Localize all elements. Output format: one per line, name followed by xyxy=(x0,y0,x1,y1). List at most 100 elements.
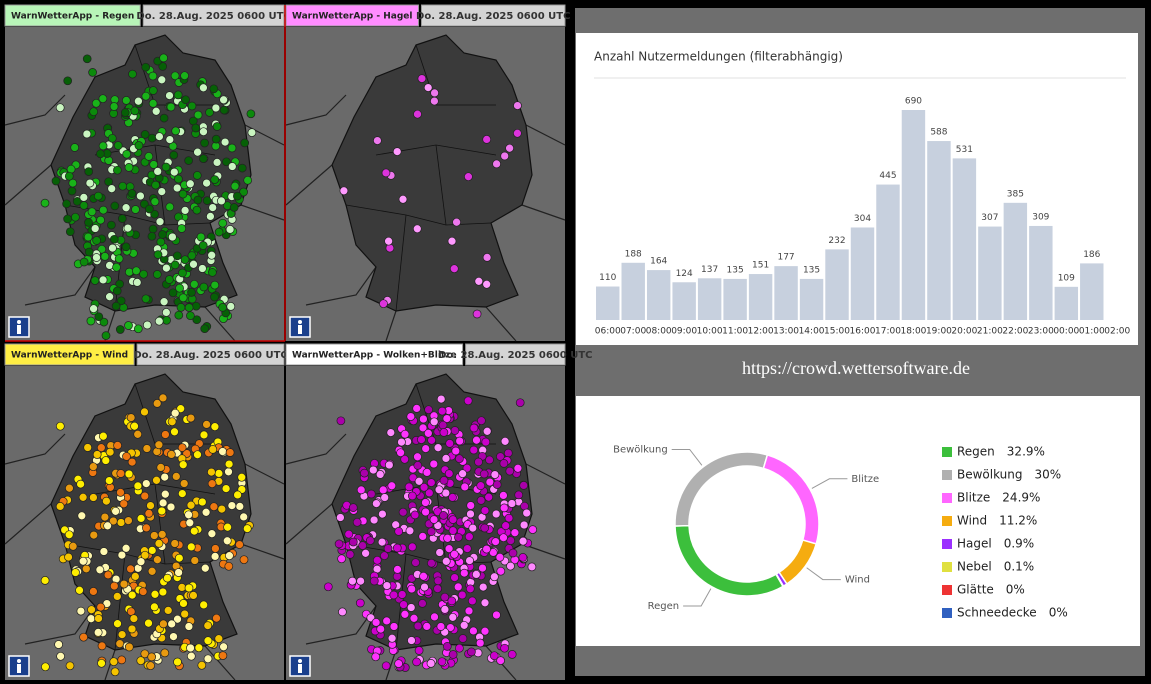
report-dot xyxy=(192,171,202,180)
report-dot xyxy=(130,421,139,431)
report-dot xyxy=(171,126,181,136)
neighbor-borders xyxy=(285,94,566,342)
report-dot xyxy=(449,264,459,274)
report-dot xyxy=(133,324,143,334)
report-dot xyxy=(90,224,100,233)
report-dot xyxy=(121,543,131,553)
bar xyxy=(1054,286,1079,320)
report-dot xyxy=(348,537,358,547)
report-dot xyxy=(464,532,474,542)
report-dot xyxy=(70,143,80,152)
report-dot xyxy=(467,596,477,606)
report-dot xyxy=(474,457,483,467)
report-dot xyxy=(418,599,427,608)
bar-value-label: 690 xyxy=(905,97,922,107)
report-dot xyxy=(482,253,492,262)
map-panel: WarnWetterApp - Hagel Do. 28.Aug. 2025 06… xyxy=(285,4,570,342)
report-dot xyxy=(119,499,129,509)
report-dot xyxy=(180,206,190,215)
x-tick-label: 14:00 xyxy=(799,327,825,337)
bar-value-label: 164 xyxy=(650,257,667,267)
report-dot xyxy=(417,435,426,444)
report-dot xyxy=(413,461,423,470)
report-dot xyxy=(94,614,103,623)
report-dot xyxy=(141,479,151,488)
report-dot xyxy=(193,110,203,120)
report-dot xyxy=(84,247,94,257)
report-dot xyxy=(214,227,224,237)
report-dot xyxy=(98,431,108,441)
pie-card xyxy=(576,396,1140,646)
report-dot xyxy=(100,252,110,261)
report-dot xyxy=(151,180,160,190)
report-dot xyxy=(118,181,128,191)
report-dot xyxy=(336,513,345,522)
report-dot xyxy=(129,614,139,623)
bar-value-label: 109 xyxy=(1058,273,1075,283)
report-dot xyxy=(41,662,50,672)
report-dot xyxy=(174,174,183,184)
bar xyxy=(978,226,1002,320)
report-dot xyxy=(223,522,232,532)
report-dot xyxy=(406,412,416,421)
report-dot xyxy=(447,236,457,246)
report-dot xyxy=(383,544,393,553)
x-tick-label: 16:00 xyxy=(850,327,876,337)
report-dot xyxy=(193,195,203,205)
report-dot xyxy=(240,138,250,148)
report-dot xyxy=(174,568,183,577)
report-dot xyxy=(108,516,118,526)
report-dot xyxy=(441,454,451,463)
report-dot xyxy=(434,485,444,495)
x-tick-label: 13:00 xyxy=(773,327,799,337)
report-dot xyxy=(384,236,393,246)
report-dot xyxy=(167,619,177,629)
report-dot xyxy=(506,561,515,571)
report-dot xyxy=(410,510,420,520)
report-dot xyxy=(492,480,502,489)
report-dot xyxy=(98,275,108,285)
bar-value-label: 588 xyxy=(930,128,947,138)
report-dot xyxy=(103,521,112,531)
report-dot xyxy=(177,443,187,452)
report-dot xyxy=(454,532,463,542)
report-dot xyxy=(499,491,508,500)
report-dot xyxy=(422,622,432,631)
report-dot xyxy=(469,423,479,433)
report-dot xyxy=(205,108,214,117)
report-dot xyxy=(499,503,509,513)
report-dot xyxy=(472,309,482,319)
report-dot xyxy=(230,181,240,191)
report-dot xyxy=(165,91,174,100)
report-dot xyxy=(423,428,433,438)
bar xyxy=(723,278,747,320)
report-dot xyxy=(179,599,188,608)
report-dot xyxy=(427,558,436,568)
report-dot xyxy=(478,563,487,573)
report-dot xyxy=(475,638,485,648)
slice-label: Wind xyxy=(845,575,870,586)
report-dot xyxy=(82,54,92,64)
report-dot xyxy=(100,512,110,522)
report-dot xyxy=(140,491,150,501)
report-dot xyxy=(123,223,133,233)
report-dot xyxy=(500,436,510,446)
bar xyxy=(646,270,671,320)
report-dot xyxy=(397,437,406,447)
neighbor-borders xyxy=(4,94,285,342)
report-dot xyxy=(514,490,524,500)
report-dot xyxy=(140,130,150,139)
report-dot xyxy=(78,492,88,502)
map-date: Do. 28.Aug. 2025 0600 UTC xyxy=(438,350,592,361)
report-dot xyxy=(147,231,157,241)
report-dot xyxy=(405,526,415,536)
report-dot xyxy=(108,243,117,253)
report-dot xyxy=(165,135,175,144)
report-dot xyxy=(528,525,538,534)
report-dot xyxy=(372,555,382,565)
report-dot xyxy=(180,71,189,81)
report-dot xyxy=(163,573,172,583)
report-dot xyxy=(369,576,379,586)
report-dot xyxy=(193,147,202,157)
report-dot xyxy=(413,621,423,631)
